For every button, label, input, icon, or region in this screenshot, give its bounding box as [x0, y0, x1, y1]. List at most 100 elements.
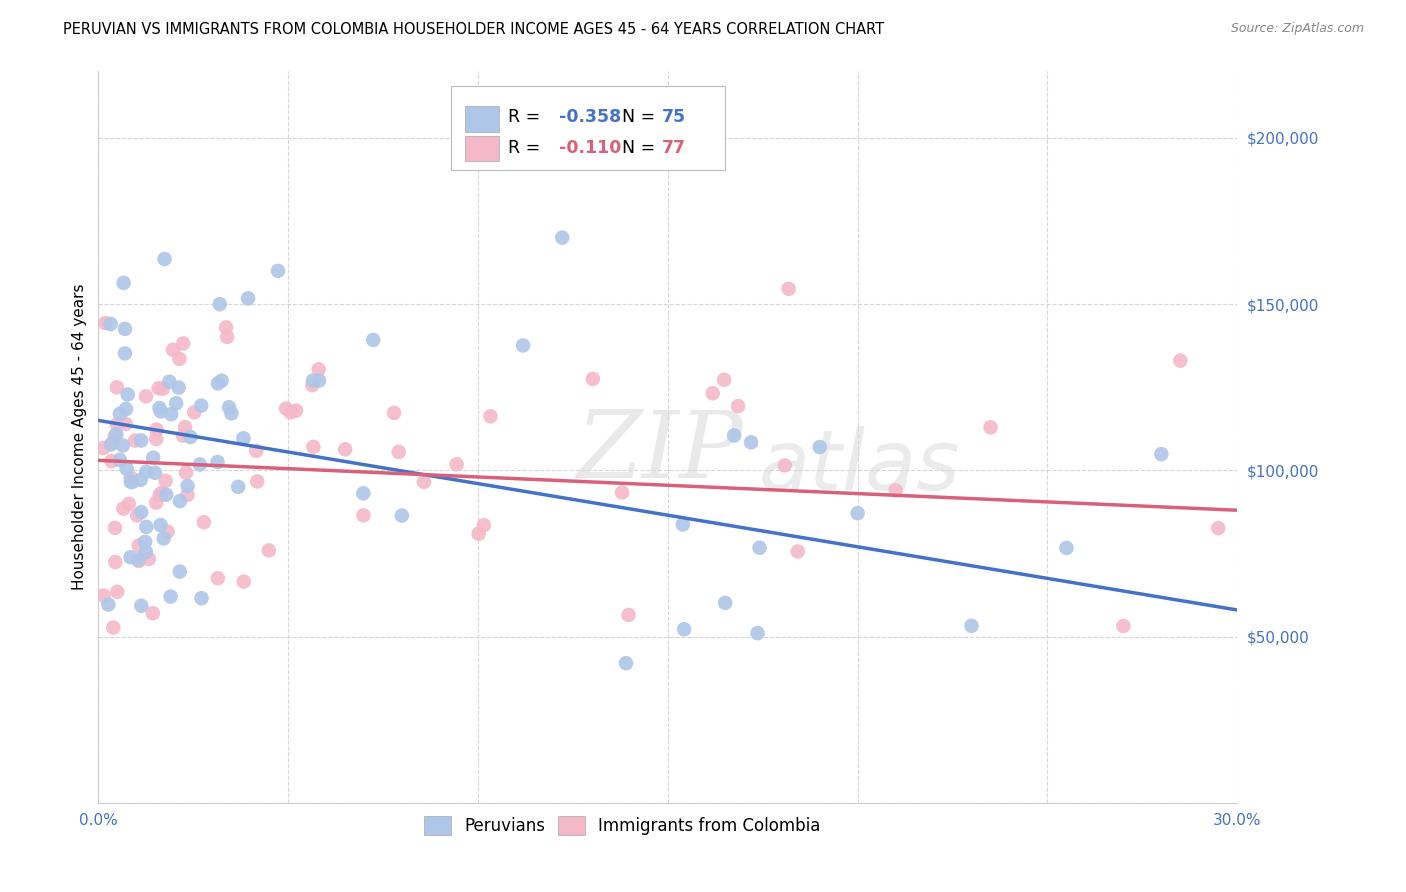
Point — [190, 591, 212, 606]
Point — [218, 401, 240, 415]
Point — [112, 501, 135, 516]
Text: PERUVIAN VS IMMIGRANTS FROM COLOMBIA HOUSEHOLDER INCOME AGES 45 - 64 YEARS CORRE: PERUVIAN VS IMMIGRANTS FROM COLOMBIA HOU… — [63, 22, 884, 37]
Point — [155, 474, 177, 488]
Point — [176, 479, 198, 493]
Point — [93, 589, 115, 603]
Point — [190, 399, 212, 413]
Point — [100, 437, 122, 451]
Text: -0.110: -0.110 — [558, 139, 621, 157]
Point — [169, 351, 191, 366]
Point — [120, 550, 142, 565]
Point — [100, 454, 122, 468]
Point — [135, 545, 157, 559]
Point — [723, 428, 745, 442]
Point — [150, 486, 173, 500]
Point — [740, 435, 762, 450]
Point — [172, 428, 194, 442]
Point — [211, 374, 233, 388]
Point — [301, 378, 323, 392]
Point — [127, 508, 149, 523]
Point — [156, 524, 179, 539]
Point — [673, 622, 696, 636]
Text: 77: 77 — [662, 139, 686, 157]
Point — [152, 382, 174, 396]
Point — [285, 403, 308, 417]
FancyBboxPatch shape — [451, 86, 725, 170]
Point — [94, 316, 117, 330]
Point — [111, 438, 134, 452]
Point — [148, 401, 170, 415]
Point — [157, 375, 180, 389]
Point — [714, 596, 737, 610]
Point — [104, 555, 127, 569]
Point — [101, 435, 124, 450]
Point — [153, 252, 176, 266]
Point — [208, 297, 231, 311]
Point — [128, 554, 150, 568]
Point — [727, 399, 749, 413]
Point — [207, 571, 229, 585]
Legend: Peruvians, Immigrants from Colombia: Peruvians, Immigrants from Colombia — [418, 809, 827, 842]
Point — [149, 488, 172, 502]
Point — [472, 518, 495, 533]
Point — [308, 362, 330, 376]
Point — [183, 405, 205, 419]
Point — [617, 607, 640, 622]
Point — [207, 376, 229, 391]
Point — [149, 404, 172, 418]
Point — [160, 407, 183, 421]
Point — [134, 534, 156, 549]
Point — [352, 486, 374, 500]
Point — [162, 343, 184, 357]
Point — [1208, 521, 1230, 535]
Point — [267, 264, 290, 278]
Point — [246, 475, 269, 489]
Point — [142, 606, 165, 620]
Point — [245, 443, 267, 458]
Point — [128, 539, 150, 553]
Point — [382, 406, 405, 420]
Point — [172, 336, 194, 351]
Point — [388, 445, 411, 459]
Point — [159, 590, 181, 604]
Point — [221, 406, 243, 420]
Point — [773, 458, 796, 473]
Point — [167, 381, 190, 395]
Point — [174, 466, 197, 480]
Point — [1056, 541, 1078, 555]
Point — [131, 599, 153, 613]
Text: Source: ZipAtlas.com: Source: ZipAtlas.com — [1230, 22, 1364, 36]
FancyBboxPatch shape — [465, 106, 499, 132]
Text: ZIP: ZIP — [576, 407, 744, 497]
Point — [142, 450, 165, 465]
Point — [138, 552, 160, 566]
Point — [121, 475, 143, 489]
Point — [193, 515, 215, 529]
Point — [280, 405, 302, 419]
Point — [672, 517, 695, 532]
Point — [115, 462, 138, 476]
Point — [979, 420, 1001, 434]
Text: N =: N = — [623, 139, 655, 157]
Point — [413, 475, 436, 489]
Y-axis label: Householder Income Ages 45 - 64 years: Householder Income Ages 45 - 64 years — [72, 284, 87, 591]
Point — [165, 396, 187, 410]
Point — [274, 401, 297, 416]
Point — [97, 598, 120, 612]
Point — [143, 466, 166, 480]
Point — [145, 423, 167, 437]
Point — [702, 386, 724, 401]
Point — [215, 320, 238, 334]
Text: R =: R = — [509, 109, 546, 127]
Point — [236, 291, 259, 305]
Point — [391, 508, 413, 523]
Point — [188, 458, 211, 472]
Point — [302, 440, 325, 454]
Text: 75: 75 — [662, 109, 686, 127]
Point — [93, 441, 115, 455]
Point — [614, 656, 637, 670]
Point — [105, 427, 128, 442]
Point — [129, 473, 152, 487]
Point — [108, 407, 131, 421]
Point — [169, 565, 191, 579]
